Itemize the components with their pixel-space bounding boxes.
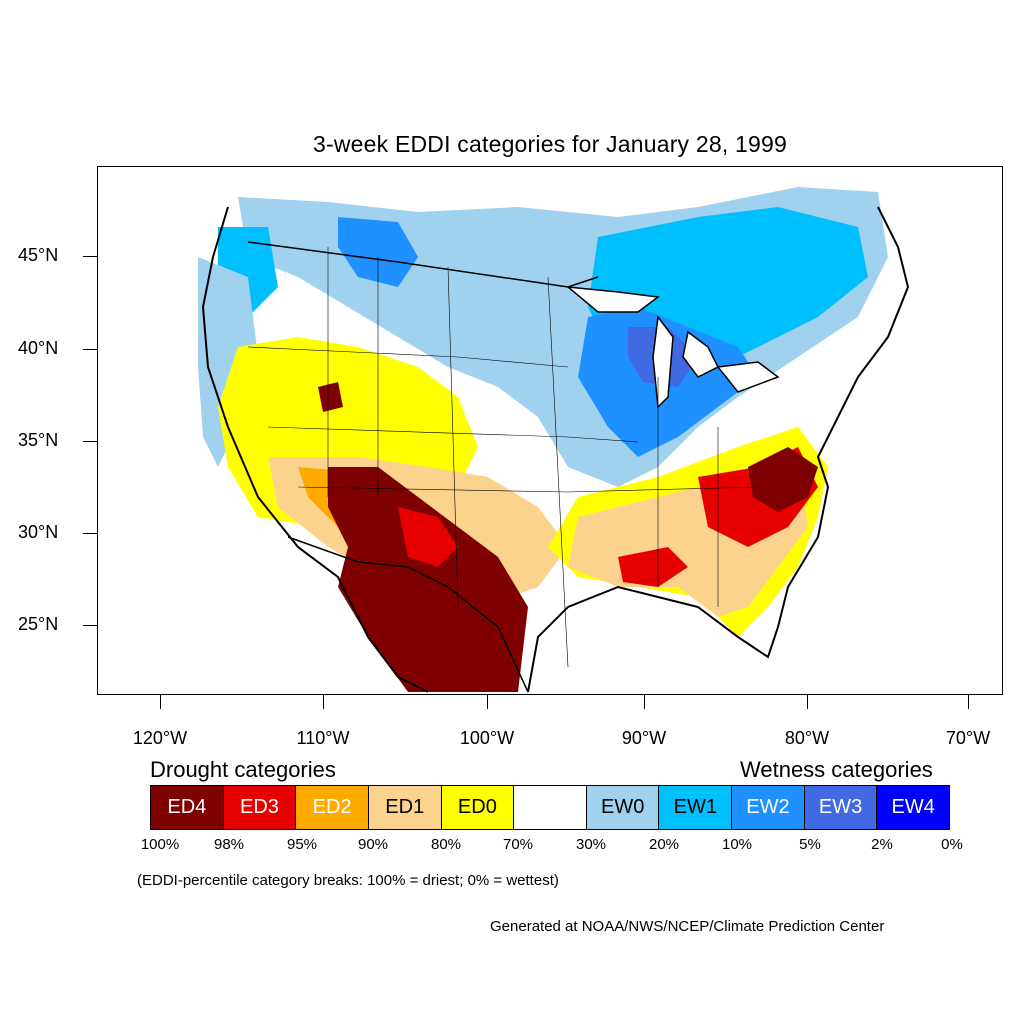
legend-label: EW2: [746, 796, 790, 818]
mexico-border: [287, 536, 529, 693]
pct-break: 10%: [721, 836, 753, 853]
pct-break: 0%: [941, 836, 963, 853]
legend-label: EW1: [673, 796, 717, 818]
region-ew0-west-coast: [198, 257, 258, 467]
lat-tick: [83, 441, 97, 442]
legend-label: EW3: [818, 796, 863, 818]
map-canvas: [198, 187, 910, 693]
lon-tick: [160, 695, 161, 709]
lon-label-110: 110°W: [296, 728, 350, 748]
pct-break: 30%: [575, 836, 607, 853]
lon-tick: [487, 695, 488, 709]
wetness-heading: Wetness categories: [740, 757, 933, 782]
legend-swatch-ew1: EW1: [659, 786, 733, 829]
legend-label: ED2: [312, 796, 352, 818]
category-legend: ED4 ED3 ED2 ED1 ED0 EW0 EW1 EW2 EW3 EW4: [150, 785, 950, 830]
region-ew2-montana: [338, 217, 418, 287]
legend-swatch-ed1: ED1: [368, 786, 442, 829]
legend-swatch-ew3: EW3: [804, 786, 878, 829]
pct-break: 95%: [286, 836, 318, 853]
legend-swatch-normal: [514, 786, 587, 829]
credit-line: Generated at NOAA/NWS/NCEP/Climate Predi…: [490, 918, 885, 935]
category-note: (EDDI-percentile category breaks: 100% =…: [137, 872, 559, 889]
legend-swatch-ed4: ED4: [151, 786, 224, 829]
pct-break: 98%: [213, 836, 245, 853]
lon-label-120: 120°W: [132, 728, 188, 748]
state-borders: [247, 247, 759, 668]
lat-label-45: 45°N: [18, 245, 59, 265]
map-title: 3-week EDDI categories for January 28, 1…: [313, 131, 787, 157]
lon-tick: [323, 695, 324, 709]
pct-break: 100%: [140, 836, 180, 853]
lon-tick: [968, 695, 969, 709]
eddi-map: [97, 166, 1003, 695]
lat-label-40: 40°N: [18, 338, 59, 358]
lon-tick: [644, 695, 645, 709]
lon-label-70: 70°W: [945, 728, 991, 748]
lat-tick: [83, 625, 97, 626]
pct-break: 70%: [502, 836, 534, 853]
pct-break: 20%: [648, 836, 680, 853]
legend-swatch-ew0: EW0: [586, 786, 660, 829]
lon-label-100: 100°W: [459, 728, 515, 748]
lat-label-35: 35°N: [18, 430, 59, 450]
us-coastline: [201, 206, 910, 693]
pct-break: 90%: [357, 836, 389, 853]
region-ed3-louisiana: [618, 547, 688, 587]
lat-tick: [83, 256, 97, 257]
legend-label: ED4: [167, 796, 207, 818]
drought-heading: Drought categories: [150, 757, 336, 782]
legend-label: EW0: [600, 796, 645, 818]
lon-label-90: 90°W: [621, 728, 667, 748]
legend-swatch-ew2: EW2: [732, 786, 805, 829]
pct-break: 2%: [871, 836, 893, 853]
canada-border: [247, 241, 599, 288]
legend-label: ED0: [457, 796, 497, 818]
great-lakes: [565, 286, 780, 409]
legend-swatch-ed0: ED0: [441, 786, 515, 829]
pct-break: 5%: [799, 836, 821, 853]
legend-label: EW4: [891, 796, 935, 818]
legend-swatch-ed2: ED2: [296, 786, 369, 829]
lat-tick: [83, 349, 97, 350]
legend-label: ED1: [385, 796, 425, 818]
region-ed4-texas: [328, 467, 528, 692]
legend-swatch-ew4: EW4: [877, 786, 950, 829]
lon-label-80: 80°W: [784, 728, 830, 748]
legend-swatch-ed3: ED3: [223, 786, 297, 829]
lat-label-30: 30°N: [18, 522, 59, 542]
legend-label: ED3: [240, 796, 279, 818]
region-ed4-carolinas: [748, 447, 818, 512]
lat-label-25: 25°N: [18, 614, 59, 634]
pct-break: 80%: [430, 836, 462, 853]
lat-tick: [83, 533, 97, 534]
region-ed4-utah: [318, 382, 343, 412]
lon-tick: [807, 695, 808, 709]
region-ed3-texas: [398, 507, 458, 567]
